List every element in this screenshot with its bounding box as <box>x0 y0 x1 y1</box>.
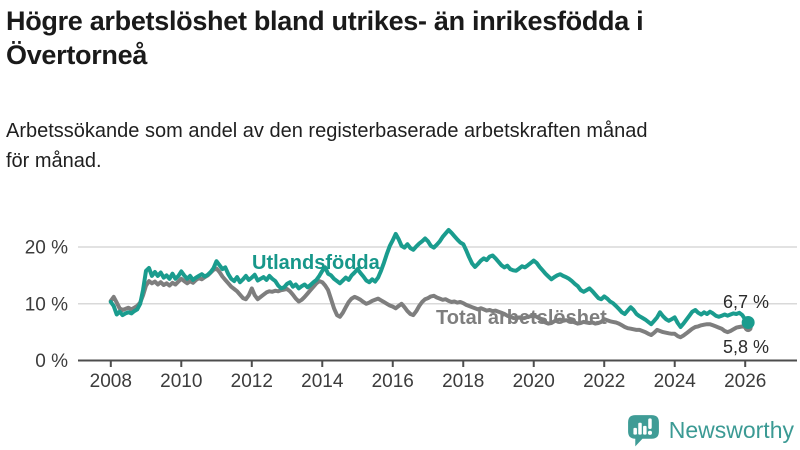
x-tick-label: 2014 <box>301 371 344 392</box>
plot-layer: 0 % 10 % 20 % 2008 2010 2012 2014 2016 2018 2020 2… <box>25 228 797 392</box>
x-tick-label: 2010 <box>160 371 202 392</box>
x-tick-label: 2020 <box>513 371 555 392</box>
series-label-utlandsfodda: Utlandsfödda <box>252 252 381 274</box>
x-tick-label: 2022 <box>583 371 625 392</box>
x-tick-label: 2018 <box>442 371 484 392</box>
newsworthy-logo-icon <box>627 415 659 447</box>
y-tick-label: 20 % <box>25 238 68 259</box>
page-title: Högre arbetslöshet bland utrikes- än inr… <box>6 4 786 72</box>
x-tick-label: 2016 <box>372 371 414 392</box>
x-tick-label: 2012 <box>231 371 273 392</box>
y-tick-label: 0 % <box>35 351 68 372</box>
x-tick-label: 2024 <box>654 371 697 392</box>
x-tick-label: 2026 <box>724 371 766 392</box>
chart-subtitle: Arbetssökande som andel av den registerb… <box>6 116 786 176</box>
y-tick-label: 10 % <box>25 294 68 315</box>
end-value-label-total: 5,8 % <box>723 337 769 357</box>
title-line-1: Högre arbetslöshet bland utrikes- än inr… <box>6 6 644 36</box>
x-tick-label: 2008 <box>90 371 132 392</box>
series-line-1 <box>108 266 751 340</box>
chart-canvas: 0 % 10 % 20 % 2008 2010 2012 2014 2016 2018 2020 2… <box>25 228 797 392</box>
newsworthy-logo: Newsworthy <box>625 412 794 449</box>
subtitle-line-1: Arbetssökande som andel av den registerb… <box>6 120 648 142</box>
series-end-dot-0 <box>741 315 755 329</box>
newsworthy-wordmark: Newsworthy <box>668 417 794 443</box>
series-line-0 <box>108 228 751 329</box>
title-line-2: Övertorneå <box>6 40 148 70</box>
end-value-label-utlandsfodda: 6,7 % <box>723 292 769 312</box>
series-label-total-arbetsloshet: Total arbetslöshet <box>436 307 607 329</box>
subtitle-line-2: för månad. <box>6 150 102 172</box>
